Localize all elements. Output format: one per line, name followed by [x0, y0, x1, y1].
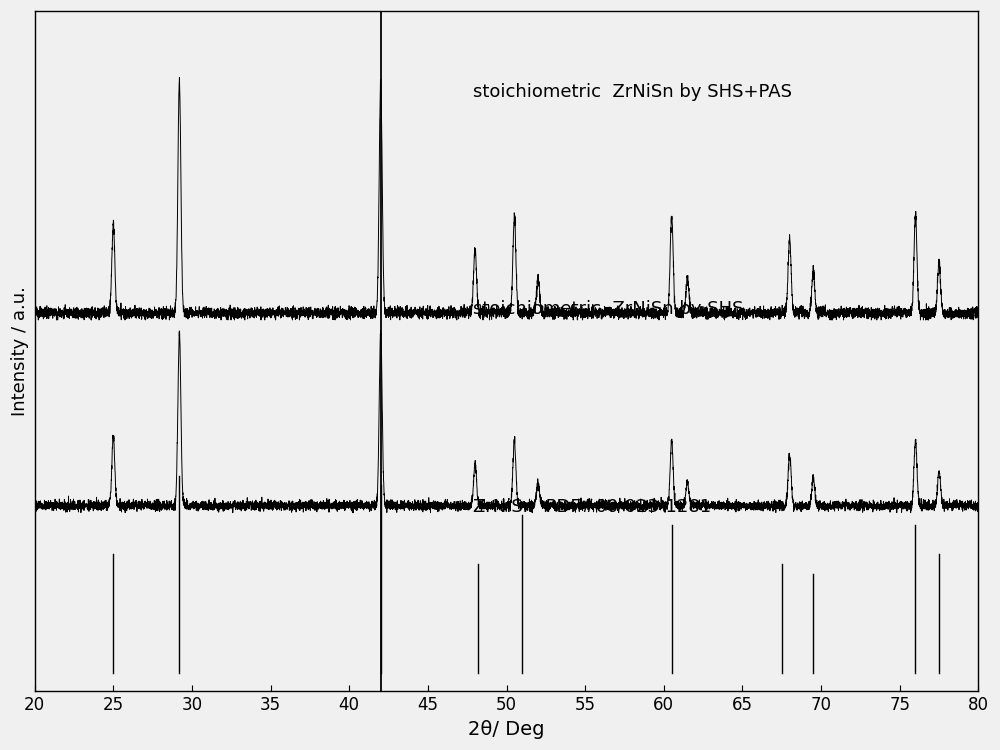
X-axis label: 2θ/ Deg: 2θ/ Deg: [468, 720, 545, 739]
Text: stoichiometric  ZrNiSn by SHS+PAS: stoichiometric ZrNiSn by SHS+PAS: [473, 82, 792, 100]
Y-axis label: Intensity / a.u.: Intensity / a.u.: [11, 286, 29, 416]
Text: ZrNiSn  PDF#00-023-1281: ZrNiSn PDF#00-023-1281: [473, 497, 712, 515]
Text: stoichiometric  ZrNiSn by SHS: stoichiometric ZrNiSn by SHS: [473, 300, 744, 318]
